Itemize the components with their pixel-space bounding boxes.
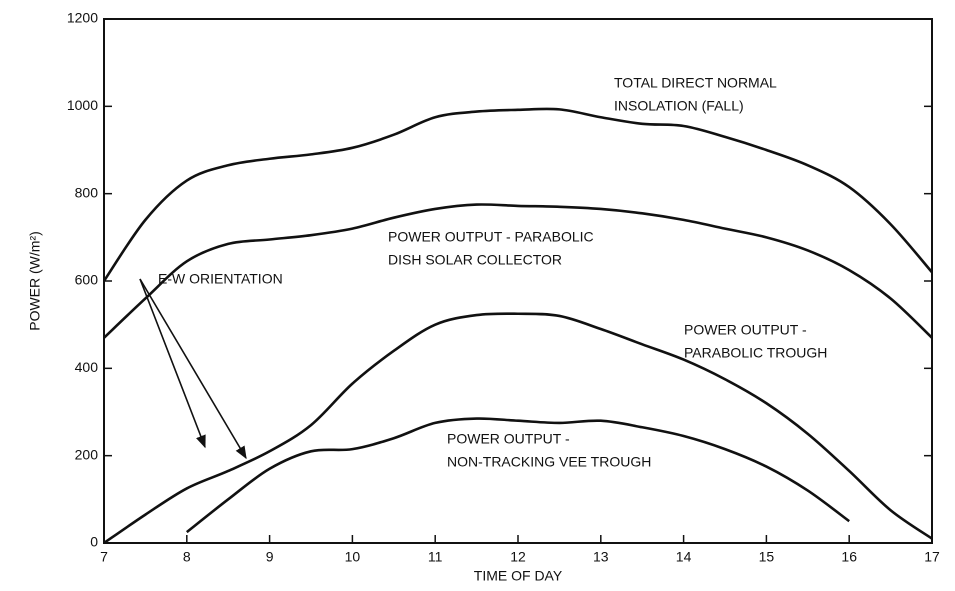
x-tick-label: 8	[183, 549, 191, 565]
y-tick-label: 1000	[67, 97, 98, 113]
annotation: INSOLATION (FALL)	[614, 98, 744, 114]
x-axis-label: TIME OF DAY	[474, 568, 563, 584]
series-line	[103, 203, 933, 339]
annotation: PARABOLIC TROUGH	[684, 345, 827, 361]
y-tick-label: 0	[90, 534, 98, 550]
annotation: DISH SOLAR COLLECTOR	[388, 252, 562, 268]
annotation: POWER OUTPUT -	[684, 322, 807, 338]
y-tick-label: 200	[75, 446, 99, 462]
x-tick-label: 17	[924, 549, 940, 565]
series-line	[102, 107, 933, 282]
x-tick-label: 11	[428, 549, 443, 565]
annotation: POWER OUTPUT -	[447, 431, 570, 447]
series-line	[185, 417, 850, 534]
series-line	[103, 312, 933, 545]
x-tick-label: 7	[100, 549, 108, 565]
x-tick-label: 12	[510, 549, 526, 565]
y-axis-label: POWER (W/m²)	[27, 231, 43, 331]
y-tick-label: 600	[75, 272, 99, 288]
x-tick-label: 9	[266, 549, 274, 565]
x-tick-label: 13	[593, 549, 609, 565]
annotation: NON-TRACKING VEE TROUGH	[447, 454, 651, 470]
arrow	[139, 278, 206, 449]
arrow	[139, 278, 247, 460]
y-tick-label: 400	[75, 359, 99, 375]
y-tick-label: 800	[75, 184, 99, 200]
x-tick-label: 15	[759, 549, 775, 565]
x-tick-label: 16	[841, 549, 857, 565]
x-tick-label: 14	[676, 549, 692, 565]
x-tick-label: 10	[345, 549, 361, 565]
annotation: POWER OUTPUT - PARABOLIC	[388, 229, 594, 245]
annotation: TOTAL DIRECT NORMAL	[614, 75, 777, 91]
y-tick-label: 1200	[67, 10, 98, 26]
annotation: E-W ORIENTATION	[158, 271, 283, 287]
